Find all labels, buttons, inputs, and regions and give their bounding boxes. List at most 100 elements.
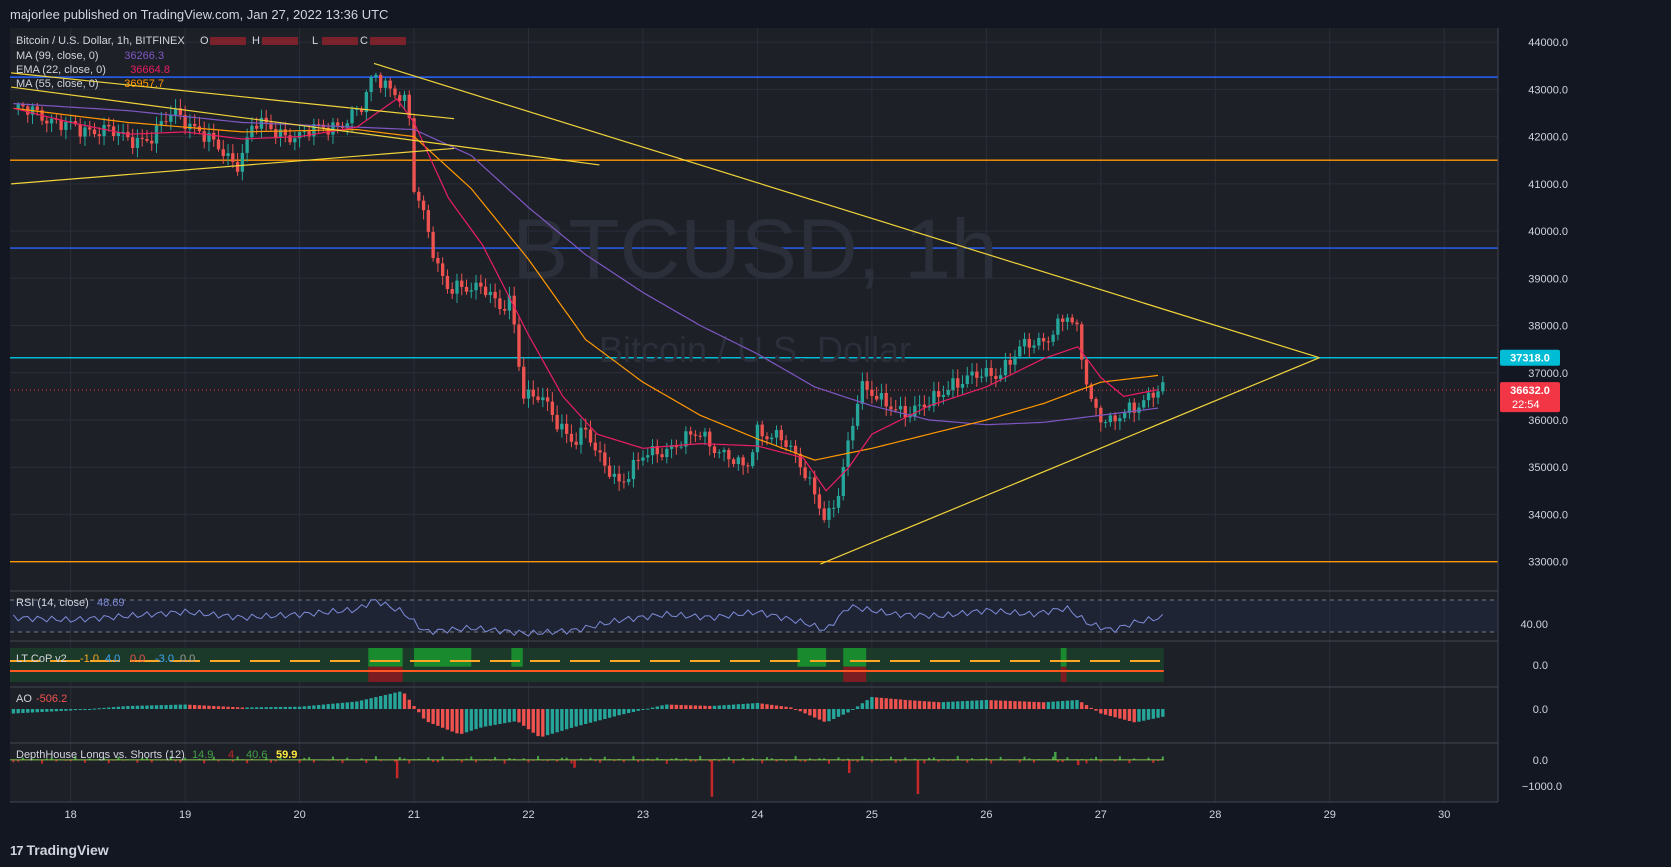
ao-bar	[68, 709, 73, 711]
ao-bar	[717, 705, 721, 709]
candle-body	[598, 450, 602, 453]
ao-bar	[526, 709, 531, 730]
depth-bar	[546, 759, 549, 762]
candle-body	[1094, 399, 1098, 408]
time-tick-label: 29	[1324, 809, 1336, 821]
depth-bar	[427, 757, 430, 760]
ltcop-zone-red	[368, 666, 403, 682]
ltcop-zone-green	[414, 648, 472, 667]
rsi-value: 48.69	[97, 597, 125, 609]
depth-bar	[198, 758, 201, 760]
ao-bar	[779, 706, 783, 709]
candle-body	[984, 367, 989, 377]
depth-bar	[990, 759, 993, 764]
ao-bar	[135, 705, 140, 709]
depth-bar	[842, 759, 845, 761]
depth-bar	[103, 757, 106, 760]
depth-bar	[1085, 759, 1088, 764]
depth-bar	[732, 759, 735, 764]
candle-body	[617, 473, 621, 482]
ltcop-label: LT CoP v2	[16, 653, 67, 665]
ao-bar	[855, 706, 860, 709]
candle-body	[64, 121, 68, 130]
depth-bar	[956, 756, 959, 760]
candle-body	[703, 431, 707, 437]
ao-bar	[736, 704, 741, 709]
candle-body	[913, 405, 917, 416]
ao-bar	[345, 702, 349, 709]
depth-bar	[632, 756, 635, 760]
candle-body	[1080, 324, 1084, 360]
ao-bar	[1008, 700, 1012, 709]
trendlines[interactable]	[11, 62, 1320, 565]
ltcop-value: 4.0	[105, 653, 120, 665]
ao-bar	[789, 707, 793, 709]
ao-bar	[679, 705, 683, 709]
watermark-symbol: BTCUSD, 1h	[512, 202, 997, 296]
candle-body	[975, 371, 979, 378]
candle-body	[412, 118, 416, 192]
symbol-title: Bitcoin / U.S. Dollar, 1h, BITFINEX	[16, 35, 185, 47]
candle-body	[622, 481, 626, 483]
candle-body	[493, 291, 497, 299]
depth-bar	[83, 759, 86, 763]
depth-bar	[298, 759, 301, 763]
ao-bar	[288, 706, 292, 709]
candle-body	[169, 114, 173, 122]
depth-value: 14.9	[192, 749, 213, 761]
candle-body	[994, 375, 998, 379]
price-badge-countdown: 22:54	[1512, 399, 1540, 411]
candle-body	[164, 121, 168, 123]
candle-body	[646, 455, 650, 458]
candle-body	[154, 125, 159, 144]
candle-body	[1161, 382, 1165, 392]
ao-bar	[26, 709, 30, 713]
ao-bar	[235, 707, 240, 709]
ao-bar	[169, 704, 173, 709]
depth-bar	[904, 757, 907, 760]
candle-body	[1003, 360, 1008, 376]
depth-bar	[579, 758, 582, 760]
ao-bar	[493, 709, 497, 725]
depth-bar	[503, 759, 506, 764]
horizontal-levels[interactable]	[10, 76, 1498, 563]
depth-bar	[775, 759, 778, 762]
ao-bar	[1113, 709, 1117, 718]
depth-bar	[1095, 756, 1098, 760]
candle-body	[68, 121, 73, 123]
tradingview-logo[interactable]: 17 TradingView	[10, 842, 109, 858]
depth-bar	[1018, 759, 1021, 763]
ao-bar	[636, 709, 640, 711]
ao-bar	[421, 709, 426, 719]
candle-body	[102, 124, 106, 137]
indicator-value: 36957.7	[124, 78, 164, 90]
time-tick-label: 28	[1209, 809, 1221, 821]
time-tick-label: 25	[866, 809, 878, 821]
depth-bar	[1066, 757, 1069, 760]
candle-body	[889, 406, 893, 410]
depth-bar	[1118, 756, 1121, 760]
candle-body	[445, 275, 450, 290]
watermark-name: Bitcoin / U.S. Dollar	[599, 329, 911, 370]
candle-body	[1056, 318, 1060, 335]
ao-bar	[560, 709, 564, 731]
depth-bar	[1090, 758, 1093, 760]
ao-bar	[564, 709, 569, 730]
ao-bar	[259, 707, 264, 709]
ma55-line	[13, 107, 1159, 461]
tradingview-logo-icon: 17	[10, 842, 24, 858]
depth-bar	[145, 757, 148, 760]
ao-bar	[1094, 709, 1098, 711]
depth-bar	[265, 757, 268, 760]
ao-bar	[803, 709, 807, 714]
candle-body	[345, 123, 349, 128]
ao-bar	[1122, 709, 1127, 720]
depth-bar	[613, 759, 616, 762]
depth-bar	[21, 757, 24, 760]
ao-bar	[107, 707, 111, 709]
depth-spike	[710, 759, 714, 797]
candle-body	[455, 280, 459, 294]
ao-bar	[522, 709, 526, 726]
ao-bar	[307, 705, 311, 709]
